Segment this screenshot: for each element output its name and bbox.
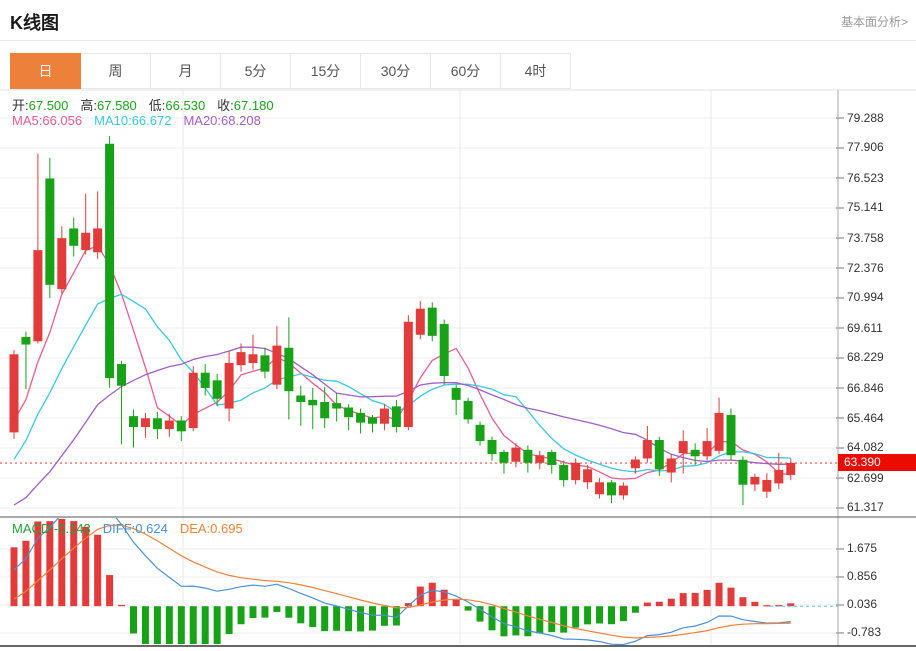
tab-period-5[interactable]: 30分 [361,53,431,89]
info-item: MA10:66.672 [94,113,172,128]
axis-tick-label: 65.464 [847,411,884,425]
axis-tick-label: 76.523 [847,171,884,185]
axis-tick-label: 1.675 [847,541,878,555]
axis-tick-label: 61.317 [847,500,884,514]
axis-tick-label: -0.783 [847,625,882,639]
axis-tick-label: 77.906 [847,140,884,154]
period-tab-bar: 日周月 5分 15分 30分 60分 4时 [10,53,571,89]
ma-info-row: MA5:66.056 MA10:66.672 MA20:68.208 [12,113,273,128]
axis-tick-label: 73.758 [847,231,884,245]
tab-period-6[interactable]: 60分 [431,53,501,89]
tab-period-4[interactable]: 15分 [291,53,361,89]
ohlc-info-row: 开:67.500 高:67.580 低:66.530 收:67.180 [12,95,286,114]
fundamental-analysis-link[interactable]: 基本面分析> [840,15,908,29]
dea-line [13,524,791,639]
info-item: 高:67.580 [80,98,137,113]
axis-tick-label: 0.036 [847,597,878,611]
info-item: 收:67.180 [217,98,274,113]
info-item: 开:67.500 [12,98,69,113]
current-price-badge: 63.390 [838,454,916,471]
info-item: MACD:-0.143 [12,521,91,536]
tab-period-0[interactable]: 日 [10,53,81,89]
axis-tick-label: 64.082 [847,440,884,454]
grid-lines [0,90,844,644]
tab-period-3[interactable]: 5分 [221,53,291,89]
info-item: 低:66.530 [148,98,206,113]
axis-tick-label: 69.611 [847,321,883,335]
header-divider [0,40,916,41]
info-item: MA20:68.208 [183,113,261,128]
axis-tick-label: 68.229 [847,350,884,364]
axis-tick-label: 0.856 [847,569,878,583]
info-item: DIFF:0.624 [102,521,168,536]
diff-line [13,518,791,645]
axis-tick-label: 72.376 [847,261,884,275]
info-item: MA5:66.056 [12,113,83,128]
macd-histogram [10,519,795,644]
ma10-line [13,293,791,473]
tab-period-1[interactable]: 周 [81,53,151,89]
axis-tick-label: 62.699 [847,471,884,485]
axis-tick-label: 79.288 [847,111,884,125]
page-title: K线图 [10,13,59,33]
axis-tick-label: 70.994 [847,290,884,304]
axis-tick-label: 66.846 [847,381,884,395]
ma5-line [13,245,791,480]
candles-group [9,136,796,506]
macd-info-row: MACD:-0.143 DIFF:0.624 DEA:0.695 [12,521,255,536]
tab-period-7[interactable]: 4时 [501,53,571,89]
axis-tick-label: 75.141 [847,200,884,214]
tab-period-2[interactable]: 月 [151,53,221,89]
info-item: DEA:0.695 [179,521,243,536]
